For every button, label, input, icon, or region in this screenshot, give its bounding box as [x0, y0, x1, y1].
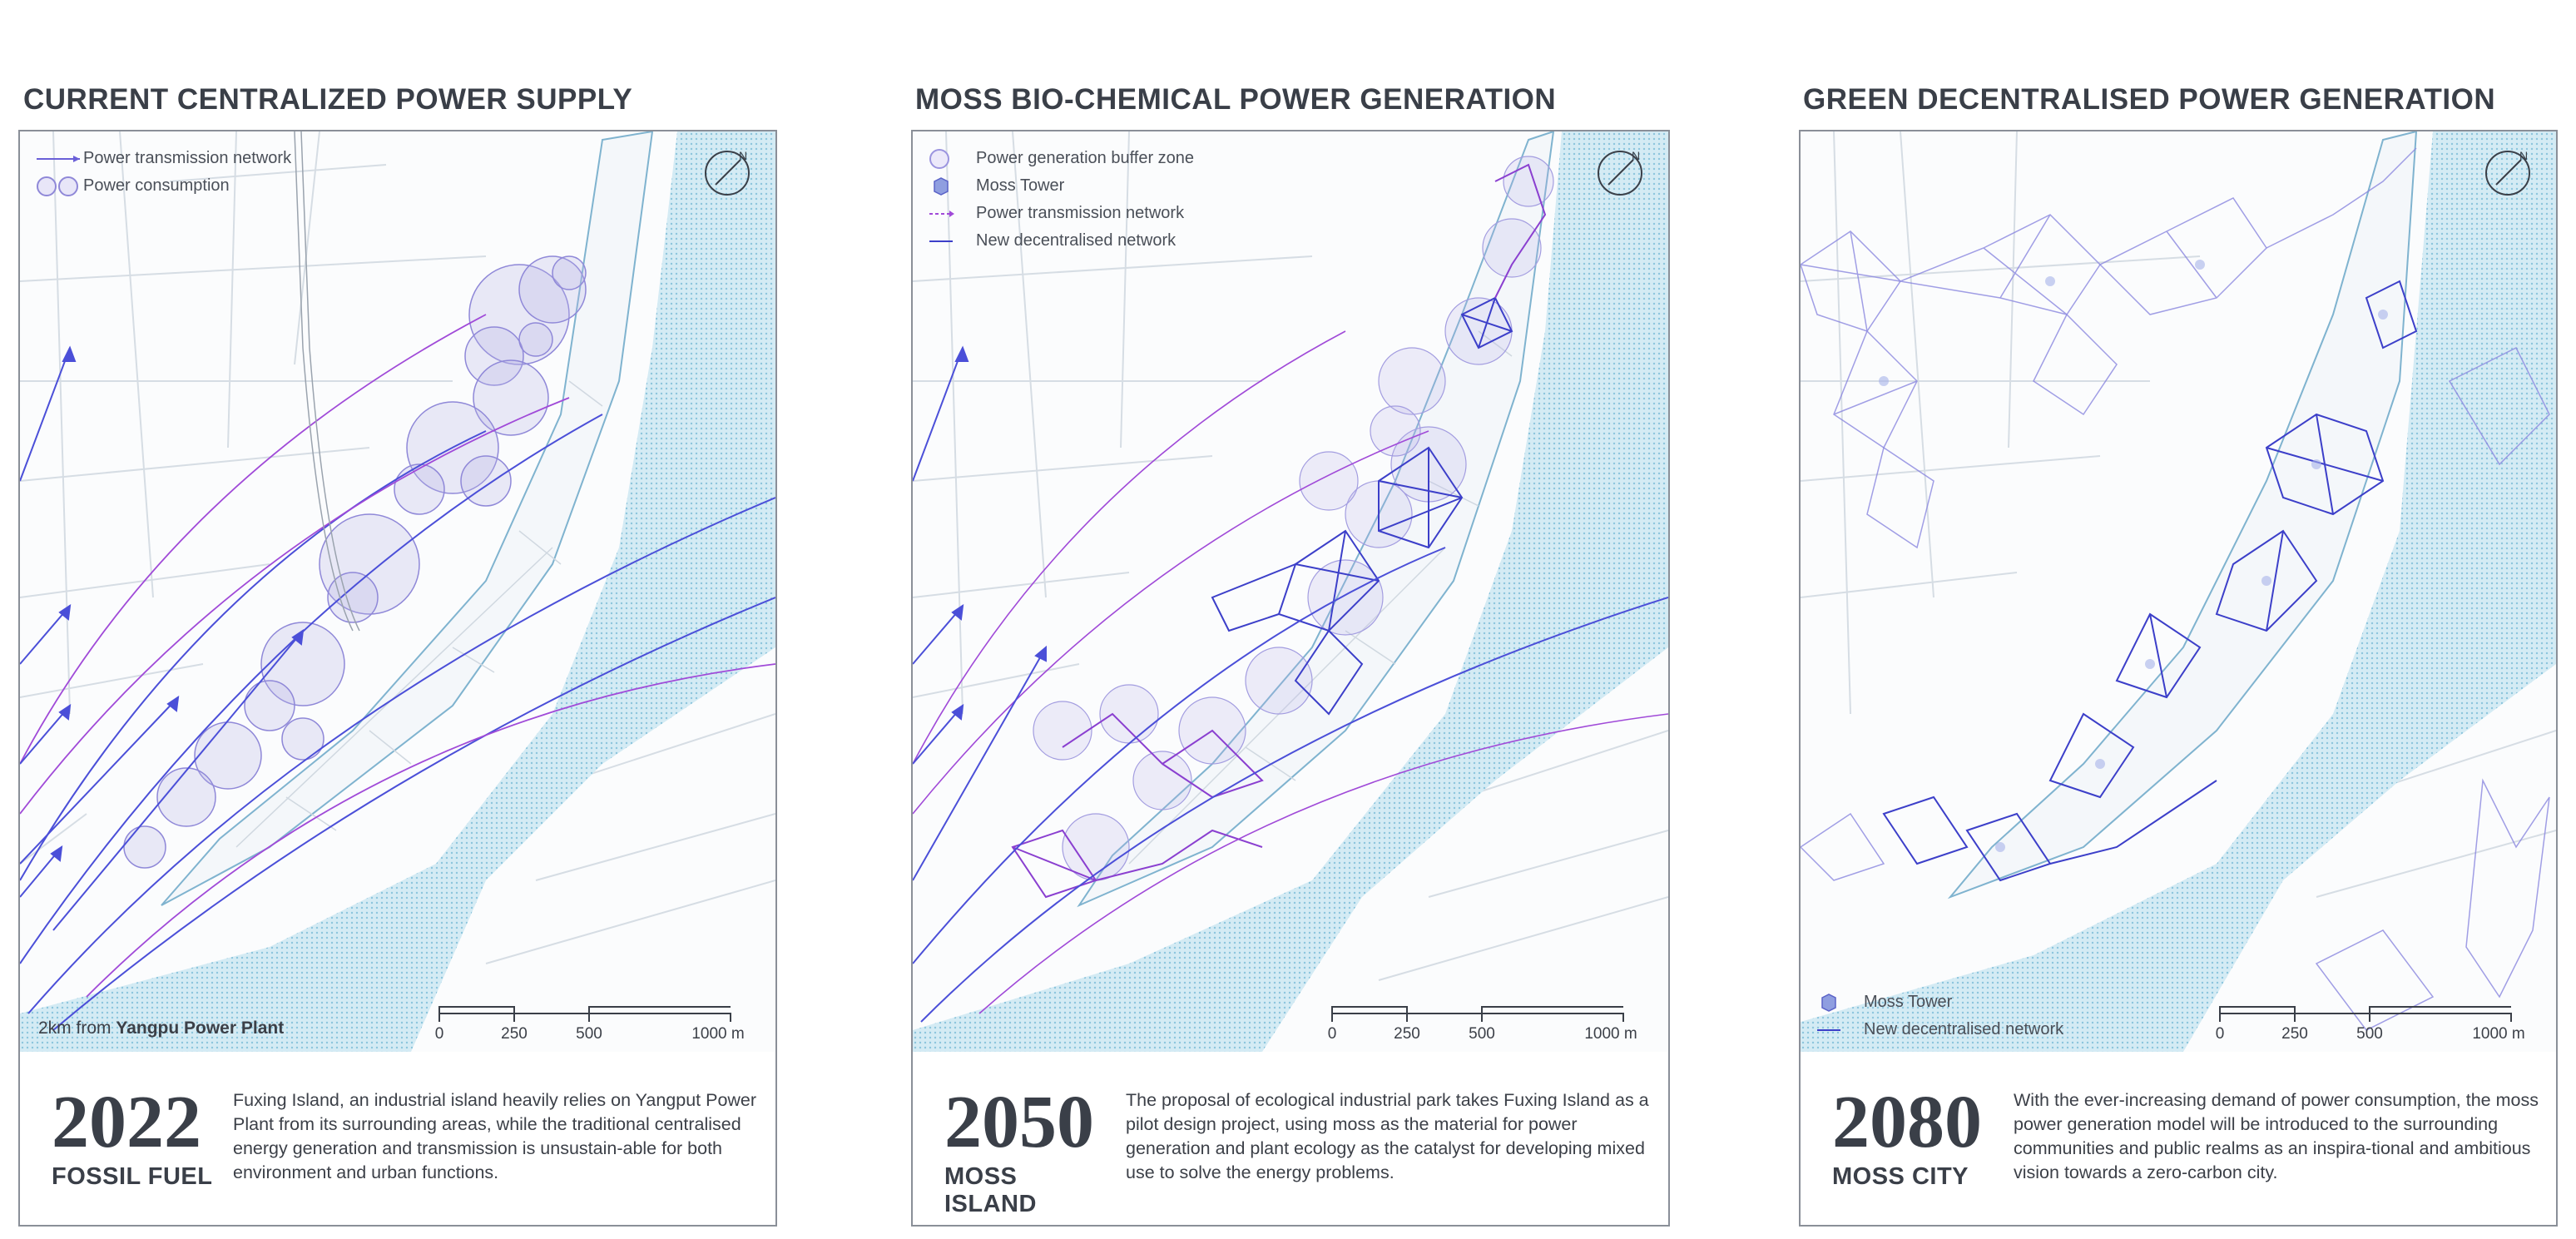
- legend-label: Power transmission network: [976, 204, 1185, 222]
- legend-item: Moss Tower: [928, 172, 1194, 200]
- scale-label: 500: [1469, 1025, 1495, 1043]
- info-box-2080: 2080 MOSS CITY With the ever-increasing …: [1799, 1052, 2558, 1227]
- panel-title: GREEN DECENTRALISED POWER GENERATION: [1803, 83, 2496, 116]
- distance-note-prefix: 2km from: [38, 1018, 116, 1038]
- island: [1947, 131, 2418, 900]
- scale-label: 0: [434, 1025, 444, 1043]
- year: 2080: [1832, 1081, 1982, 1163]
- info-box-2022: 2022 FOSSIL FUEL Fuxing Island, an indus…: [18, 1052, 777, 1227]
- scale-label: 250: [1394, 1025, 1420, 1043]
- legend-label: Moss Tower: [1864, 993, 1953, 1011]
- moss-tower-icon: [1816, 991, 1864, 1014]
- map-2050: Power generation buffer zone Moss Tower …: [911, 130, 1670, 1053]
- scale-label: 250: [2281, 1025, 2308, 1043]
- power-plant-name: Yangpu Power Plant: [116, 1018, 285, 1038]
- scale-label: 250: [501, 1025, 528, 1043]
- legend-label: Power consumption: [83, 176, 230, 195]
- legend-label: Power generation buffer zone: [976, 149, 1195, 167]
- scale-label: 500: [576, 1025, 602, 1043]
- scale-bar: 0 250 500 1000 m: [2212, 992, 2536, 1043]
- info-box-2050: 2050 MOSS ISLAND The proposal of ecologi…: [911, 1052, 1670, 1227]
- scale-label: 1000 m: [2472, 1025, 2525, 1043]
- legend-item: Moss Tower: [1816, 989, 2063, 1016]
- phase-subtitle: MOSS CITY: [1832, 1163, 1969, 1190]
- legend-item: Power consumption: [35, 172, 291, 200]
- map-canvas: [1801, 131, 2556, 1052]
- north-arrow-icon: N: [702, 148, 752, 198]
- phase-description: Fuxing Island, an industrial island heav…: [233, 1090, 757, 1182]
- map-legend: Power generation buffer zone Moss Tower …: [928, 145, 1194, 255]
- island: [161, 131, 654, 906]
- city-network-light: [1801, 147, 2550, 1031]
- moss-tower-icon: [928, 175, 976, 198]
- map-legend: Moss Tower New decentralised network: [1816, 989, 2063, 1043]
- legend-item: New decentralised network: [928, 227, 1194, 255]
- scale-bar: 0 250 500 1000 m: [1324, 992, 1648, 1043]
- scale-label: 0: [2215, 1025, 2225, 1043]
- river: [1801, 131, 2556, 1052]
- legend-label: Power transmission network: [83, 149, 292, 167]
- scale-label: 500: [2356, 1025, 2383, 1043]
- phase-subtitle: FOSSIL FUEL: [52, 1163, 213, 1190]
- svg-text:N: N: [1632, 149, 1640, 162]
- river: [20, 131, 775, 1052]
- year: 2022: [52, 1081, 201, 1163]
- legend-item: Power transmission network: [35, 145, 291, 172]
- map-2022: Power transmission network Power consump…: [18, 130, 777, 1053]
- map-canvas: [913, 131, 1668, 1052]
- scale-label: 1000 m: [1584, 1025, 1637, 1043]
- scale-bar: 0 250 500 1000 m: [431, 992, 755, 1043]
- legend-label: New decentralised network: [1864, 1020, 2064, 1038]
- distance-note: 2km from Yangpu Power Plant: [38, 1018, 284, 1038]
- scale-label: 0: [1327, 1025, 1337, 1043]
- svg-text:N: N: [2519, 149, 2528, 162]
- moss-towers: [1879, 260, 2388, 852]
- map-2080: N Moss Tower New decentralised network 0…: [1799, 130, 2558, 1053]
- svg-text:N: N: [739, 149, 747, 162]
- north-arrow-icon: N: [1595, 148, 1645, 198]
- north-arrow-icon: N: [2483, 148, 2533, 198]
- legend-label: Moss Tower: [976, 176, 1065, 195]
- legend-item: Power generation buffer zone: [928, 145, 1194, 172]
- city-network-dark: [1882, 280, 2418, 882]
- consumption-circles: [123, 255, 587, 869]
- decentralised-network: [1211, 296, 1513, 716]
- legend-item: Power transmission network: [928, 200, 1194, 227]
- panel-title: CURRENT CENTRALIZED POWER SUPPLY: [23, 83, 633, 116]
- panel-title: MOSS BIO-CHEMICAL POWER GENERATION: [915, 83, 1557, 116]
- year: 2050: [944, 1081, 1094, 1163]
- legend-item: New decentralised network: [1816, 1016, 2063, 1043]
- phase-description: The proposal of ecological industrial pa…: [1126, 1090, 1649, 1182]
- map-canvas: [20, 131, 775, 1052]
- phase-subtitle: MOSS ISLAND: [944, 1163, 1037, 1217]
- map-legend: Power transmission network Power consump…: [35, 145, 291, 200]
- river: [913, 131, 1668, 1052]
- phase-description: With the ever-increasing demand of power…: [2014, 1090, 2539, 1182]
- scale-label: 1000 m: [691, 1025, 745, 1043]
- legend-label: New decentralised network: [976, 231, 1177, 250]
